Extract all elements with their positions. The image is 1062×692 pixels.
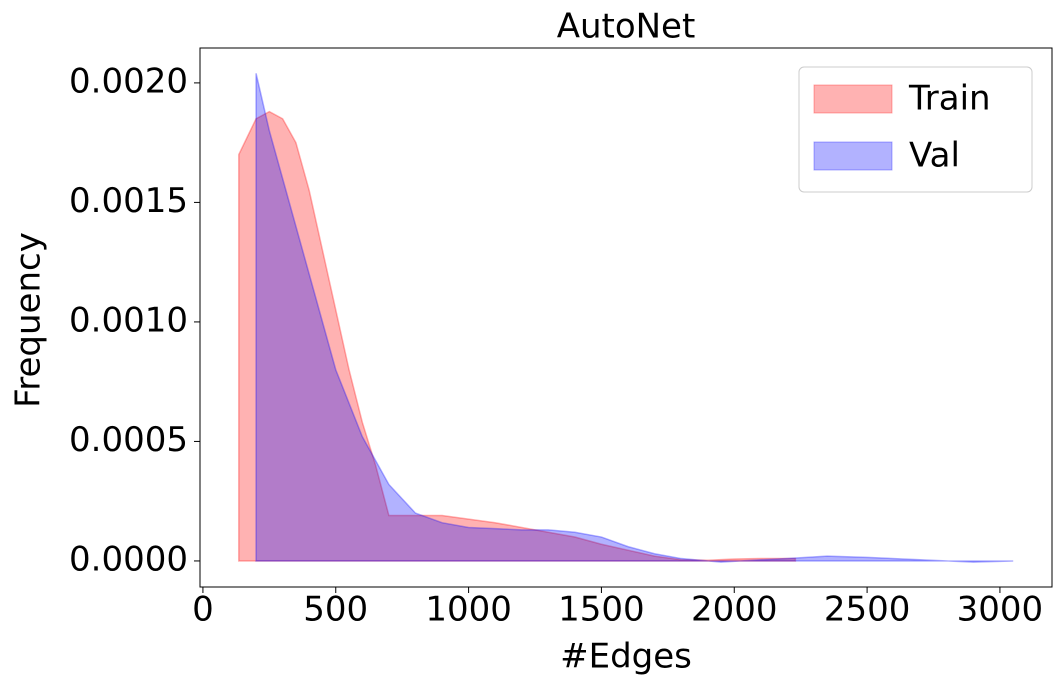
x-tick-label: 500 (303, 590, 368, 630)
x-axis-label: #Edges (560, 637, 692, 677)
x-tick-label: 2000 (691, 590, 778, 630)
area (238, 110, 797, 562)
chart-title: AutoNet (557, 7, 696, 47)
y-tick-label: 0.0015 (69, 181, 188, 221)
y-axis-label: Frequency (9, 232, 49, 408)
y-tick-label: 0.0010 (69, 300, 188, 340)
y-tick-label: 0.0020 (69, 61, 188, 101)
x-tick-label: 1000 (425, 590, 512, 630)
x-tick-label: 1500 (558, 590, 645, 630)
legend-box (798, 66, 1033, 193)
legend-swatch (813, 84, 893, 114)
legend-label: Val (909, 136, 960, 176)
plot-frame (199, 47, 1053, 588)
y-tick-label: 0.0005 (69, 420, 188, 460)
y-tick-label: 0.0000 (69, 539, 188, 579)
x-tick-label: 3000 (957, 590, 1044, 630)
legend-label: Train (908, 79, 991, 119)
x-tick-label: 2500 (824, 590, 911, 630)
area (255, 73, 1014, 563)
x-tick-label: 0 (192, 590, 214, 630)
legend-swatch (813, 141, 893, 171)
